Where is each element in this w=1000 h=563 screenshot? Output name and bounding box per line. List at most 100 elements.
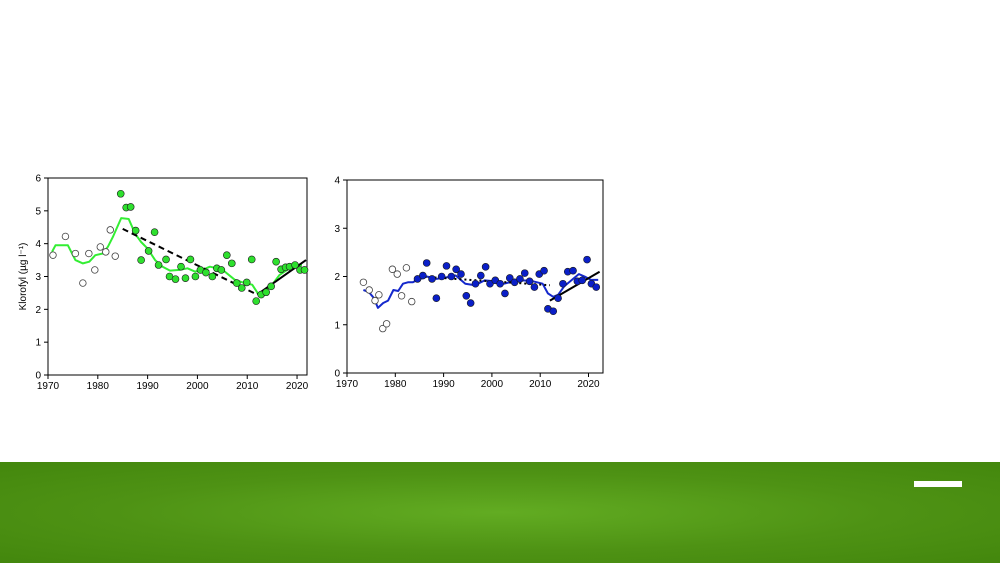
chart1-filled-point [578,276,587,285]
chart0-filled-point [242,278,251,287]
chart-klorofyl-left: 0 1 2 3 4 5 6 1970 1980 1990 2000 2010 2020 Klorofyl … [18,174,309,393]
chart0-filled-point [208,272,217,281]
chart1-open-point [371,296,379,305]
chart0-filled-point [267,282,275,291]
chart0-y-tick-label: 1 [35,338,41,349]
chart1-open-point [379,324,387,333]
chart1-filled-point [525,277,534,286]
chart0-filled-point [237,284,246,292]
chart1-open-point [397,292,406,300]
chart0-x-tick-label: 1970 [37,381,60,392]
chart1-filled-point [496,279,504,288]
chart1-filled-point [501,289,509,298]
chart0-y-axis-label: Klorofyl (µg l⁻¹) [18,243,29,311]
chart0-x-tick-label: 2010 [236,381,259,392]
chart1-filled-point [447,272,456,281]
chart1-x-tick-label: 1980 [384,379,407,390]
chart1-filled-point [505,274,514,282]
chart1-filled-point [471,279,480,288]
chart0-filled-point [131,226,140,235]
chart0-open-point [111,252,119,260]
chart0-y-tick-label: 0 [35,371,41,382]
chart1-y-tick-label: 3 [334,224,340,235]
chart0-filled-point [217,266,226,274]
chart1-filled-point [466,299,475,307]
chart1-filled-point [554,294,562,303]
chart0-filled-point [150,228,159,236]
chart1-filled-point [516,275,524,283]
chart1-y-tick-label: 2 [334,272,340,283]
chart0-y-tick-label: 2 [35,305,41,316]
chart0-x-tick-label: 1980 [87,381,110,392]
chart1-x-tick-label: 2010 [529,379,552,390]
chart0-filled-point [300,266,309,274]
chart0-filled-point [137,256,145,264]
chart1-filled-point [481,263,490,271]
chart1-filled-point [437,272,446,281]
chart0-filled-point [291,261,299,269]
chart1-filled-point [486,279,494,288]
chart1-x-tick-label: 2000 [481,379,504,390]
chart1-y-tick-label: 0 [334,369,340,380]
chart1-filled-point [592,283,601,291]
chart0-filled-point [171,275,180,283]
chart1-x-tick-label: 1990 [432,379,455,390]
chart0-filled-point [232,279,241,287]
chart1-filled-point [462,292,471,300]
chart1-filled-point [413,275,422,283]
chart0-filled-point [116,189,125,198]
chart1-open-point [382,320,391,328]
chart1-filled-point [549,307,558,316]
chart1-filled-point [457,270,465,278]
chart1-filled-point [432,294,441,303]
chart1-open-point [375,291,383,299]
chart0-filled-point [177,262,185,271]
chart0-y-tick-label: 3 [35,272,41,283]
chart0-filled-point [154,261,163,269]
chart1-open-point [365,286,373,294]
chart1-filled-point [569,266,577,275]
chart0-filled-point [202,268,210,277]
chart0-filled-point [252,297,260,305]
footer-accent-bar [914,481,962,487]
chart1-y-tick-label: 1 [334,320,340,331]
chart0-open-point [79,279,87,287]
chart1-filled-point [476,271,485,280]
chart1-open-point [402,264,411,272]
chart1-open-point [408,297,416,306]
chart0-filled-point [181,274,190,282]
chart0-open-point [61,232,70,241]
chart0-open-point [85,249,93,258]
chart0-filled-point [223,251,231,259]
chart1-open-point [359,278,368,286]
chart-klorofyl-right: 0 1 2 3 4 1970 1980 1990 2000 2010 2020 [334,176,604,390]
chart0-open-point [96,243,104,251]
chart0-open-point [71,249,80,258]
chart1-filled-point [540,266,548,275]
chart0-y-tick-label: 5 [35,206,41,217]
chart0-x-tick-label: 2020 [286,381,309,392]
chart0-y-tick-label: 4 [35,239,41,250]
chart0-filled-point [126,203,135,211]
chart0-x-tick-label: 2000 [186,381,209,392]
chart0-filled-point [186,255,195,264]
chart1-filled-point [559,279,567,288]
chart0-filled-point [247,255,256,264]
chart0-filled-point [144,247,153,255]
chart1-open-point [393,270,401,278]
chart1-plot-frame [346,179,604,374]
chart0-filled-point [227,259,236,268]
chart1-x-tick-label: 2020 [577,379,600,390]
chart0-filled-point [191,272,200,281]
chart0-x-tick-label: 1990 [136,381,159,392]
chart0-open-point [102,248,110,256]
chart0-filled-point [272,257,280,266]
chart0-filled-point [262,288,270,297]
chart1-filled-point [422,259,431,267]
chart1-filled-point [442,262,451,270]
chart1-filled-point [530,283,539,291]
chart1-x-tick-label: 1970 [336,379,359,390]
chart0-filled-point [162,255,170,264]
footer-band [0,462,1000,563]
